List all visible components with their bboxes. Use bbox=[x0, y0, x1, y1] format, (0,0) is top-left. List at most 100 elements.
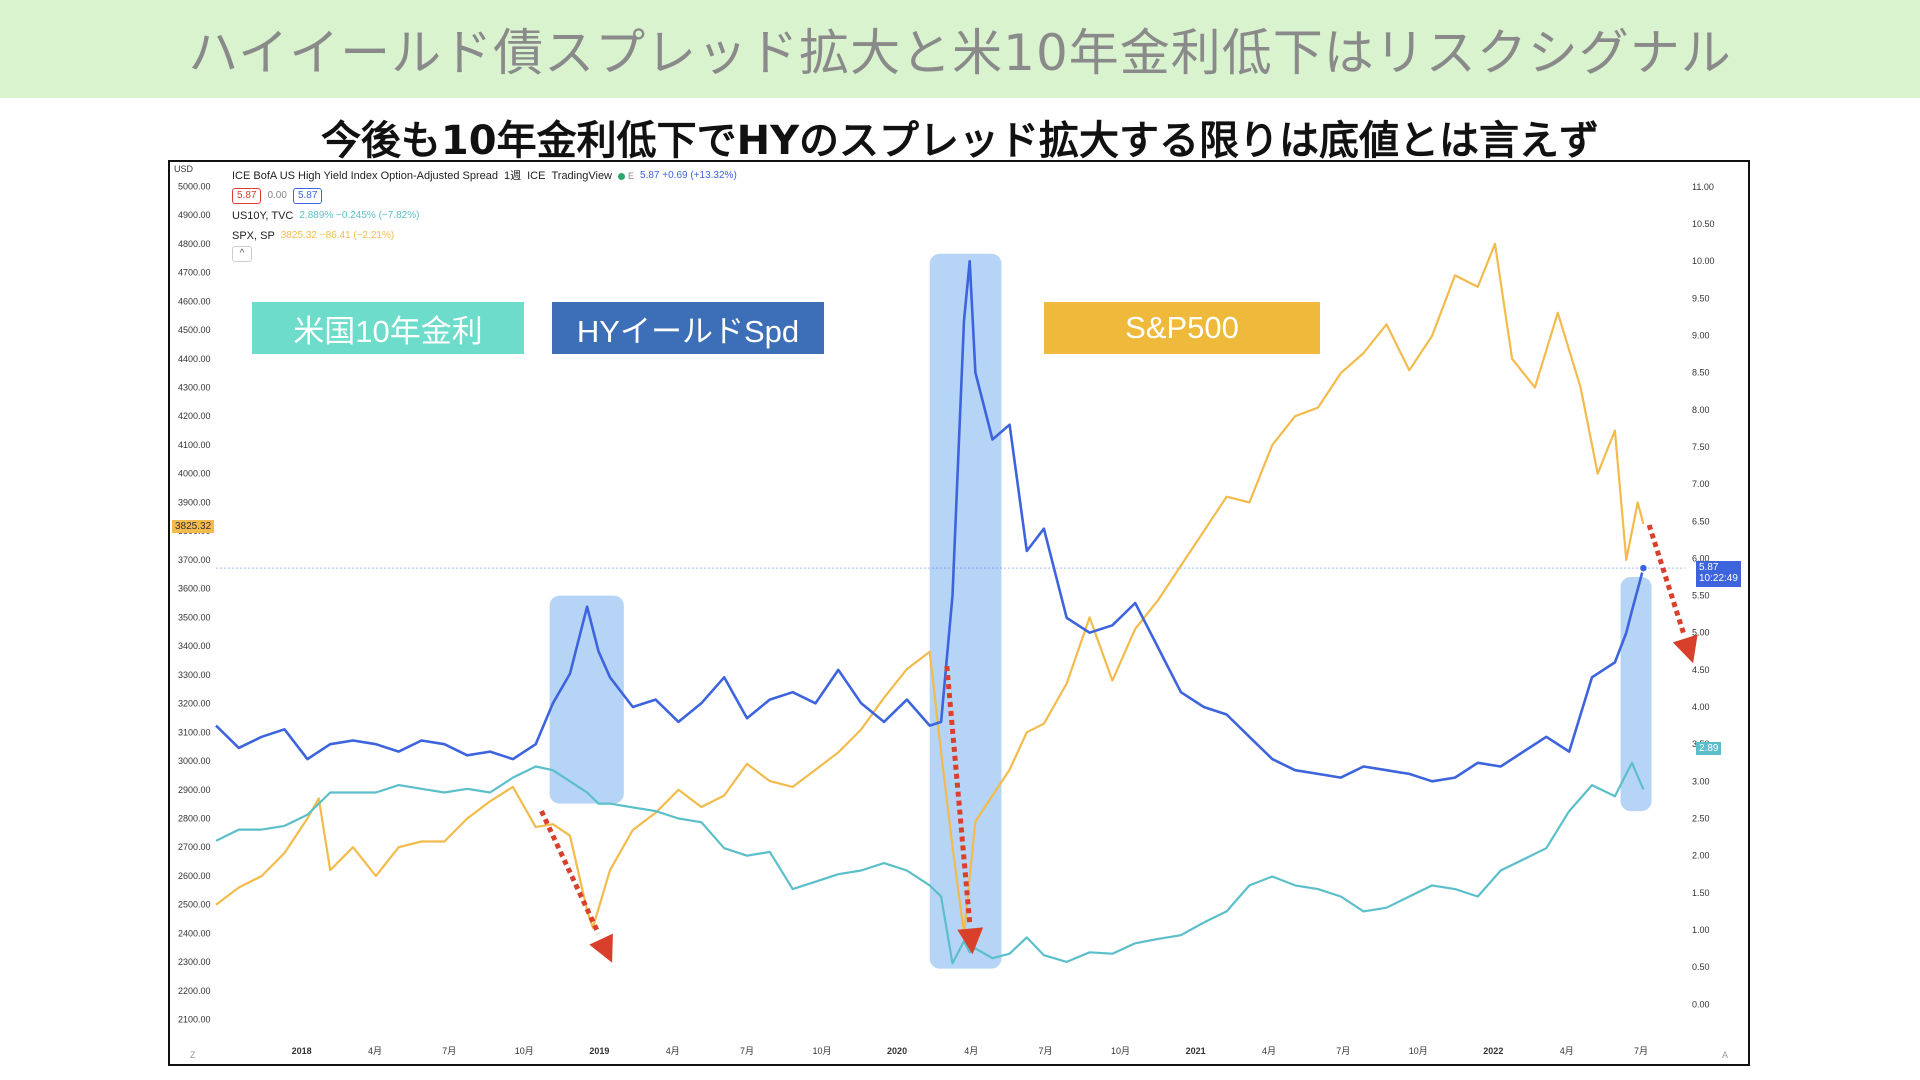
x-axis-tick-6: 7月 bbox=[740, 1046, 754, 1056]
label-hy-spread: HYイールドSpd bbox=[552, 302, 824, 354]
arrow-2022-head bbox=[1672, 634, 1698, 664]
right-axis-tick-10: 5.00 bbox=[1692, 628, 1710, 638]
legend-main-row[interactable]: ICE BofA US High Yield Index Option-Adju… bbox=[232, 166, 737, 186]
legend-us10y-values: 2.889% −0.245% (−7.82%) bbox=[299, 210, 420, 221]
status-e-label: E bbox=[628, 171, 635, 181]
right-axis-tick-19: 9.50 bbox=[1692, 293, 1710, 303]
x-axis-tick-7: 10月 bbox=[813, 1046, 832, 1056]
hy-price-tag: 5.87 10:22:49 bbox=[1696, 561, 1741, 587]
legend-exchange: ICE bbox=[527, 170, 546, 182]
right-axis-tick-14: 7.00 bbox=[1692, 479, 1710, 489]
x-axis-tick-18: 7月 bbox=[1634, 1046, 1648, 1056]
legend-us10y-row[interactable]: US10Y, TVC 2.889% −0.245% (−7.82%) bbox=[232, 206, 737, 226]
left-axis-tick-11: 3200.00 bbox=[178, 699, 211, 709]
left-axis-tick-1: 2200.00 bbox=[178, 986, 211, 996]
highlight-2022-current bbox=[1620, 576, 1652, 812]
right-axis-tick-16: 8.00 bbox=[1692, 405, 1710, 415]
left-axis-tick-15: 3600.00 bbox=[178, 584, 211, 594]
right-axis-tick-9: 4.50 bbox=[1692, 665, 1710, 675]
sell-price-box[interactable]: 5.87 bbox=[232, 188, 262, 204]
right-axis-tick-8: 4.00 bbox=[1692, 702, 1710, 712]
left-axis-tick-25: 4600.00 bbox=[178, 296, 211, 306]
subtitle: 今後も10年金利低下でHYのスプレッド拡大する限りは底値とは言えず bbox=[320, 118, 1600, 164]
legend-collapse-row: ^ bbox=[232, 246, 737, 262]
x-axis-tick-12: 2021 bbox=[1186, 1046, 1206, 1056]
right-axis-tick-1: 0.50 bbox=[1692, 962, 1710, 972]
x-axis-tick-0: 2018 bbox=[292, 1046, 312, 1056]
auto-scale-button[interactable]: A bbox=[1722, 1050, 1729, 1060]
left-axis-tick-4: 2500.00 bbox=[178, 900, 211, 910]
x-axis-tick-13: 4月 bbox=[1262, 1046, 1276, 1056]
left-axis-tick-23: 4400.00 bbox=[178, 354, 211, 364]
hy-price-value: 5.87 bbox=[1699, 562, 1719, 573]
buy-price-box[interactable]: 5.87 bbox=[292, 188, 323, 204]
left-axis-tick-22: 4300.00 bbox=[178, 383, 211, 393]
right-axis-tick-18: 9.00 bbox=[1692, 330, 1710, 340]
us10y-price-tag: 2.89 bbox=[1696, 742, 1722, 755]
hy-current-point bbox=[1638, 563, 1649, 573]
right-axis-tick-11: 5.50 bbox=[1692, 591, 1710, 601]
right-axis-tick-4: 2.00 bbox=[1692, 851, 1710, 861]
left-axis-tick-7: 2800.00 bbox=[178, 814, 211, 824]
left-axis-tick-27: 4800.00 bbox=[178, 239, 211, 249]
x-axis-tick-17: 4月 bbox=[1560, 1046, 1574, 1056]
right-axis-tick-6: 3.00 bbox=[1692, 776, 1710, 786]
arrow-2018-head bbox=[589, 933, 613, 963]
right-axis-tick-21: 10.50 bbox=[1692, 219, 1715, 229]
arrow-2022-shaft bbox=[1646, 524, 1686, 634]
left-axis-tick-18: 3900.00 bbox=[178, 497, 211, 507]
left-axis-tick-24: 4500.00 bbox=[178, 325, 211, 335]
legend-spx-name: SPX, SP bbox=[232, 230, 275, 242]
x-axis-tick-8: 2020 bbox=[887, 1046, 907, 1056]
left-axis-tick-21: 4200.00 bbox=[178, 411, 211, 421]
currency-label: USD bbox=[174, 164, 194, 174]
left-axis-tick-6: 2700.00 bbox=[178, 842, 211, 852]
series-line-0 bbox=[215, 259, 1645, 783]
x-axis-tick-4: 2019 bbox=[589, 1046, 609, 1056]
legend-main-change: 5.87 +0.69 (+13.32%) bbox=[640, 170, 737, 181]
right-axis-tick-12: 6.00 bbox=[1692, 553, 1710, 563]
right-axis-tick-0: 0.00 bbox=[1692, 999, 1710, 1009]
arrow-2020-shaft bbox=[944, 665, 973, 923]
x-axis-tick-2: 7月 bbox=[442, 1046, 456, 1056]
highlight-2020-covid bbox=[929, 253, 1002, 969]
legend-main-title: ICE BofA US High Yield Index Option-Adju… bbox=[232, 170, 498, 182]
x-axis-tick-11: 10月 bbox=[1111, 1046, 1130, 1056]
chart-legend: ICE BofA US High Yield Index Option-Adju… bbox=[232, 166, 737, 262]
left-axis-tick-9: 3000.00 bbox=[178, 756, 211, 766]
left-axis-tick-20: 4100.00 bbox=[178, 440, 211, 450]
x-axis-tick-14: 7月 bbox=[1336, 1046, 1350, 1056]
x-axis-tick-10: 7月 bbox=[1039, 1046, 1053, 1056]
right-axis-tick-2: 1.00 bbox=[1692, 925, 1710, 935]
legend-price-boxes: 5.87 0.00 5.87 bbox=[232, 186, 737, 206]
right-axis-tick-17: 8.50 bbox=[1692, 368, 1710, 378]
left-axis-tick-14: 3500.00 bbox=[178, 612, 211, 622]
x-axis-tick-15: 10月 bbox=[1409, 1046, 1428, 1056]
left-axis-tick-2: 2300.00 bbox=[178, 957, 211, 967]
market-status-indicator[interactable]: E bbox=[618, 166, 634, 186]
zoom-reset-button[interactable]: Z bbox=[190, 1050, 196, 1060]
x-axis-tick-5: 4月 bbox=[666, 1046, 680, 1056]
legend-interval: 1週 bbox=[504, 170, 522, 182]
legend-spx-values: 3825.32 −86.41 (−2.21%) bbox=[280, 230, 395, 241]
chart-svg[interactable]: 2100.00 2200.00 2300.00 2400.00 2500.00 2600.… bbox=[170, 162, 1748, 1064]
legend-spx-row[interactable]: SPX, SP 3825.32 −86.41 (−2.21%) bbox=[232, 226, 737, 246]
arrow-2020-head bbox=[957, 927, 984, 955]
x-axis-tick-1: 4月 bbox=[368, 1046, 382, 1056]
left-axis-tick-5: 2600.00 bbox=[178, 871, 211, 881]
right-axis-tick-13: 6.50 bbox=[1692, 516, 1710, 526]
left-axis-tick-12: 3300.00 bbox=[178, 670, 211, 680]
collapse-legend-button[interactable]: ^ bbox=[232, 246, 252, 262]
highlight-2018-selloff bbox=[549, 595, 624, 804]
right-axis-tick-22: 11.00 bbox=[1692, 182, 1714, 192]
left-axis-tick-19: 4000.00 bbox=[178, 469, 211, 479]
status-dot-icon bbox=[618, 172, 626, 180]
left-axis-tick-10: 3100.00 bbox=[178, 727, 211, 737]
arrow-2018-shaft bbox=[539, 810, 601, 935]
left-axis-tick-16: 3700.00 bbox=[178, 555, 211, 565]
legend-us10y-name: US10Y, TVC bbox=[232, 210, 294, 222]
label-spx: S&P500 bbox=[1044, 302, 1320, 354]
chart-frame[interactable]: 2100.00 2200.00 2300.00 2400.00 2500.00 2600.… bbox=[168, 160, 1750, 1066]
series-line-1 bbox=[215, 761, 1645, 965]
right-axis-tick-15: 7.50 bbox=[1692, 442, 1710, 452]
